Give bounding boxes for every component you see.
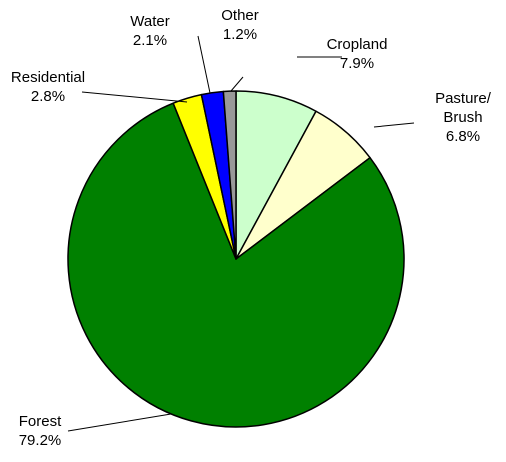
slice-label-value: 2.8% bbox=[31, 88, 65, 105]
leader-line-residential bbox=[81, 91, 188, 103]
slice-label-value: 1.2% bbox=[223, 26, 257, 43]
slice-label-name: Cropland bbox=[327, 36, 388, 53]
slice-label-value: 6.8% bbox=[446, 128, 480, 145]
pie-slice-forest bbox=[67, 102, 405, 428]
slice-label-residential: Residential 2.8% bbox=[11, 69, 85, 105]
slice-label-name: Other bbox=[221, 7, 259, 24]
slice-label-name: Residential bbox=[11, 69, 85, 86]
slice-label-value: 79.2% bbox=[19, 432, 62, 449]
slice-label-value: 2.1% bbox=[133, 32, 167, 49]
leader-line-water bbox=[197, 35, 211, 94]
slice-label-name: Brush bbox=[443, 109, 482, 126]
slice-label-name: Water bbox=[130, 13, 169, 30]
slice-label-name: Forest bbox=[19, 413, 62, 430]
slice-label-other: Other 1.2% bbox=[221, 7, 259, 43]
leader-lines-layer bbox=[67, 35, 415, 432]
slices-layer bbox=[67, 90, 405, 428]
slice-label-water: Water 2.1% bbox=[130, 13, 169, 49]
slice-label-forest: Forest 79.2% bbox=[19, 413, 62, 449]
slice-label-value: 7.9% bbox=[340, 55, 374, 72]
slice-label-pasture-brush: Pasture/Brush 6.8% bbox=[435, 90, 492, 145]
leader-line-other bbox=[230, 76, 244, 92]
slice-label-cropland: Cropland 7.9% bbox=[327, 36, 388, 72]
slice-label-name: Pasture/ bbox=[435, 90, 492, 107]
leader-line-pasture-brush bbox=[373, 122, 415, 128]
labels-layer: Cropland 7.9% Pasture/Brush 6.8% Forest 79.2%… bbox=[11, 7, 492, 449]
pie-slice-other bbox=[222, 90, 237, 260]
leader-line-forest bbox=[67, 413, 172, 432]
